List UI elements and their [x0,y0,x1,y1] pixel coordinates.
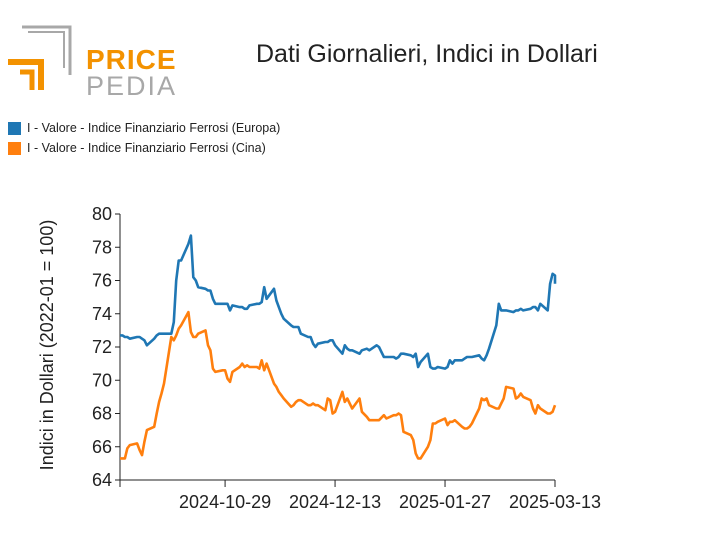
series-line-cina [120,310,557,460]
legend-label-europa: I - Valore - Indice Finanziario Ferrosi … [27,121,281,135]
series-layer [120,234,557,460]
x-tick-label: 2025-03-13 [509,492,601,512]
y-axis-title: Indici in Dollari (2022-01 = 100) [37,220,57,471]
legend-label-cina: I - Valore - Indice Finanziario Ferrosi … [27,141,266,155]
pricepedia-logo: PRICE PEDIA [8,22,176,100]
legend-swatch-cina [8,141,21,155]
legend-item-cina[interactable]: I - Valore - Indice Finanziario Ferrosi … [8,138,280,158]
logo-mark-icon [8,25,72,90]
legend-swatch-europa [8,121,21,135]
logo-text-price: PRICE [86,44,177,75]
chart-title: Dati Giornalieri, Indici in Dollari [256,40,598,68]
y-axis-ticks: 64 66 68 70 72 74 76 78 80 [92,204,120,490]
y-tick-label: 74 [92,304,112,324]
x-tick-label: 2024-12-13 [289,492,381,512]
y-tick-label: 68 [92,404,112,424]
y-tick-label: 78 [92,237,112,257]
legend: I - Valore - Indice Finanziario Ferrosi … [8,118,280,158]
y-tick-label: 72 [92,337,112,357]
y-tick-label: 66 [92,437,112,457]
x-tick-label: 2025-01-27 [399,492,491,512]
y-tick-label: 76 [92,271,112,291]
legend-item-europa[interactable]: I - Valore - Indice Finanziario Ferrosi … [8,118,280,138]
y-tick-label: 80 [92,204,112,224]
x-tick-label: 2024-10-29 [179,492,271,512]
y-tick-label: 64 [92,470,112,490]
y-tick-label: 70 [92,370,112,390]
logo-text-pedia: PEDIA [86,71,178,101]
x-axis-ticks: 2024-10-29 2024-12-13 2025-01-27 2025-03-13 [119,480,601,512]
series-line-europa [120,234,557,370]
